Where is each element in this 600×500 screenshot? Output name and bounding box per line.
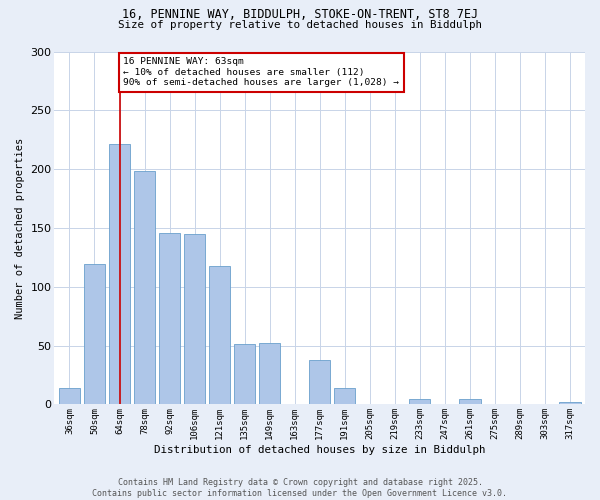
X-axis label: Distribution of detached houses by size in Biddulph: Distribution of detached houses by size … [154, 445, 485, 455]
Bar [209, 266, 230, 404]
Bar [459, 398, 481, 404]
Y-axis label: Number of detached properties: Number of detached properties [15, 138, 25, 318]
Bar [309, 360, 331, 405]
Bar [409, 398, 430, 404]
Text: Size of property relative to detached houses in Biddulph: Size of property relative to detached ho… [118, 20, 482, 30]
Bar [234, 344, 255, 405]
Text: 16, PENNINE WAY, BIDDULPH, STOKE-ON-TRENT, ST8 7EJ: 16, PENNINE WAY, BIDDULPH, STOKE-ON-TREN… [122, 8, 478, 20]
Bar [59, 388, 80, 404]
Bar [159, 232, 180, 404]
Bar [334, 388, 355, 404]
Bar [559, 402, 581, 404]
Text: Contains HM Land Registry data © Crown copyright and database right 2025.
Contai: Contains HM Land Registry data © Crown c… [92, 478, 508, 498]
Bar [84, 264, 105, 404]
Bar [109, 144, 130, 404]
Text: 16 PENNINE WAY: 63sqm
← 10% of detached houses are smaller (112)
90% of semi-det: 16 PENNINE WAY: 63sqm ← 10% of detached … [123, 58, 399, 87]
Bar [184, 234, 205, 404]
Bar [259, 343, 280, 404]
Bar [134, 172, 155, 404]
